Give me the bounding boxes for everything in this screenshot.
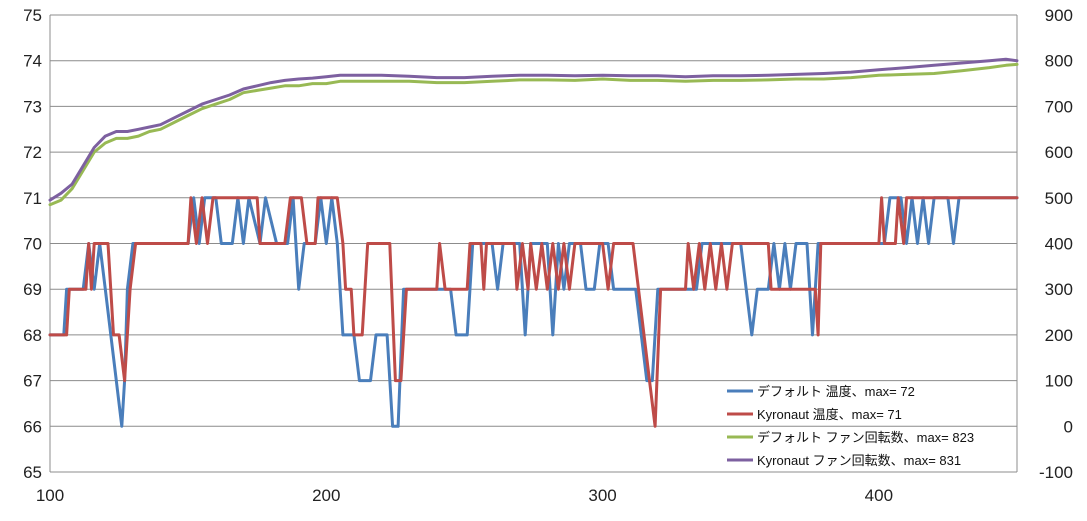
series-line-2 xyxy=(48,196,1019,428)
x-axis-tick-labels: 100 200 300 400 xyxy=(36,486,893,505)
legend-label: Kyronaut 温度、max= 71 xyxy=(757,407,902,422)
left-axis-tick-label: 75 xyxy=(23,6,42,25)
x-axis-tick-label: 100 xyxy=(36,486,64,505)
x-axis-tick-label: 300 xyxy=(588,486,616,505)
legend-label: Kyronaut ファン回転数、max= 831 xyxy=(757,453,961,468)
right-axis-tick-label: -100 xyxy=(1039,463,1073,482)
left-axis-tick-label: 70 xyxy=(23,235,42,254)
right-axis-tick-label: 600 xyxy=(1045,143,1073,162)
legend-label: デフォルト ファン回転数、max= 823 xyxy=(757,430,974,445)
right-axis-tick-label: 300 xyxy=(1045,280,1073,299)
right-axis-tick-labels: -100 0 100 200 300 400 500 600 700 800 900 xyxy=(1039,6,1073,482)
right-axis-tick-label: 500 xyxy=(1045,189,1073,208)
right-axis-tick-label: 400 xyxy=(1045,235,1073,254)
left-axis-tick-label: 68 xyxy=(23,326,42,345)
series-line-3 xyxy=(48,62,1019,207)
x-axis-tick-label: 400 xyxy=(865,486,893,505)
right-axis-tick-label: 0 xyxy=(1064,417,1073,436)
left-axis-tick-label: 66 xyxy=(23,417,42,436)
left-axis-tick-label: 69 xyxy=(23,280,42,299)
left-axis-tick-label: 73 xyxy=(23,97,42,116)
left-axis-tick-label: 74 xyxy=(23,52,42,71)
right-axis-tick-label: 100 xyxy=(1045,372,1073,391)
series-lines xyxy=(48,57,1019,428)
right-axis-tick-label: 200 xyxy=(1045,326,1073,345)
left-axis-tick-label: 72 xyxy=(23,143,42,162)
right-axis-tick-label: 700 xyxy=(1045,97,1073,116)
right-axis-tick-label: 900 xyxy=(1045,6,1073,25)
left-axis-tick-labels: 65 66 67 68 69 70 71 72 73 74 75 xyxy=(23,6,42,482)
right-axis-tick-label: 800 xyxy=(1045,52,1073,71)
series-line-1 xyxy=(48,196,1019,428)
left-axis-tick-label: 65 xyxy=(23,463,42,482)
legend-label: デフォルト 温度、max= 72 xyxy=(757,384,915,399)
left-axis-tick-label: 71 xyxy=(23,189,42,208)
x-axis-tick-label: 200 xyxy=(312,486,340,505)
series-line-4 xyxy=(48,57,1019,202)
left-axis-tick-label: 67 xyxy=(23,372,42,391)
legend: デフォルト 温度、max= 72 Kyronaut 温度、max= 71 デフォルト… xyxy=(727,384,974,468)
axes xyxy=(49,15,1018,472)
